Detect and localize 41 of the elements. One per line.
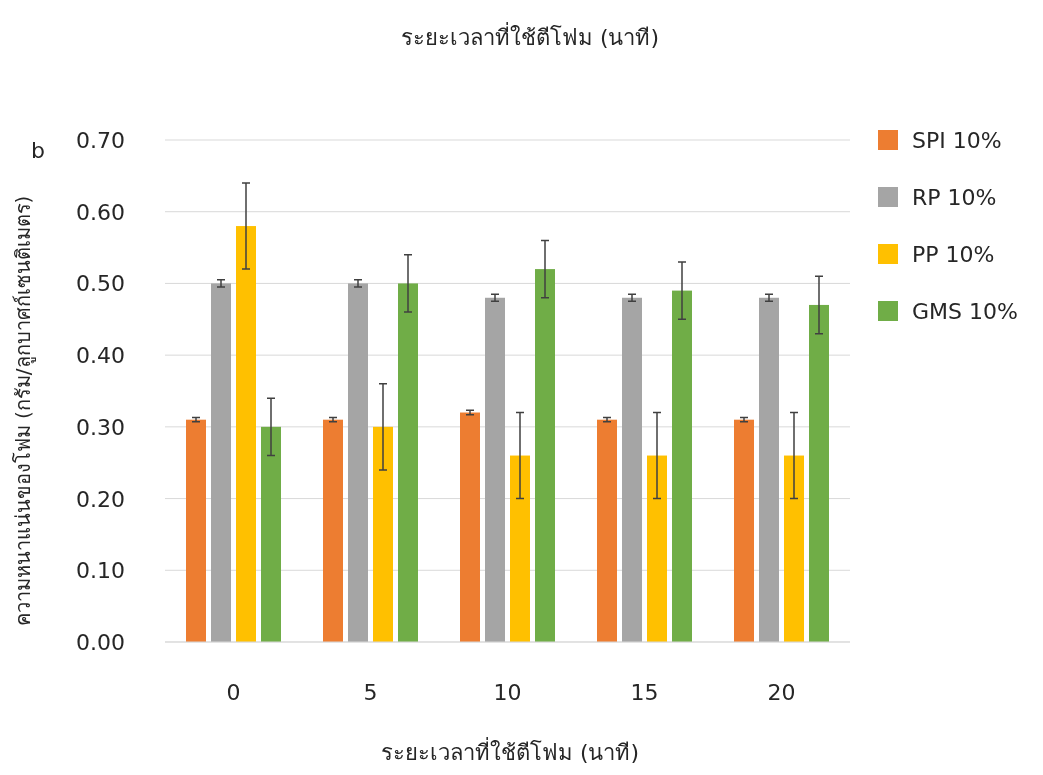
bar <box>485 297 505 642</box>
bar <box>211 283 231 642</box>
bar <box>236 226 256 642</box>
y-tick-label: 0.60 <box>76 199 125 225</box>
x-axis-title: ระยะเวลาที่ใช้ตีโฟม (นาที) <box>380 737 640 765</box>
y-axis-title: ความหนาแน่นของโฟม (กรัม/ลูกบาศก์เซนติเมตร) <box>11 195 36 627</box>
legend-label: RP 10% <box>912 185 997 210</box>
bar <box>460 412 480 642</box>
legend-label: PP 10% <box>912 242 995 267</box>
y-tick-label: 0.30 <box>76 414 125 440</box>
legend-label: SPI 10% <box>912 128 1002 153</box>
y-tick-label: 0.00 <box>76 630 125 655</box>
text: b <box>31 138 45 163</box>
bar <box>323 419 343 642</box>
y-tick-label: 0.50 <box>76 271 125 297</box>
bar <box>622 297 642 642</box>
legend-label: GMS 10% <box>912 299 1018 324</box>
bar <box>510 455 530 642</box>
bar <box>261 426 281 642</box>
bar <box>672 290 692 642</box>
bar <box>348 283 368 642</box>
y-tick-label: 0.10 <box>76 558 125 584</box>
bar <box>186 419 206 642</box>
bar <box>647 455 667 642</box>
bar <box>398 283 418 642</box>
bar <box>734 419 754 642</box>
y-tick-label: 0.40 <box>76 343 125 369</box>
x-tick-label: 10 <box>493 680 522 705</box>
bar <box>373 426 393 642</box>
chart-title: ระยะเวลาที่ใช้ตีโฟม (นาที) <box>400 22 660 50</box>
x-tick-label: 5 <box>363 680 378 705</box>
x-tick-label: 0 <box>226 680 241 705</box>
y-tick-label: 0.20 <box>76 486 125 512</box>
bar <box>535 269 555 642</box>
bar <box>784 455 804 642</box>
bar <box>759 297 779 642</box>
y-tick-label: 0.70 <box>76 128 125 153</box>
bar <box>809 304 829 642</box>
x-tick-label: 15 <box>630 680 659 705</box>
bar <box>597 419 617 642</box>
x-tick-label: 20 <box>767 680 796 705</box>
